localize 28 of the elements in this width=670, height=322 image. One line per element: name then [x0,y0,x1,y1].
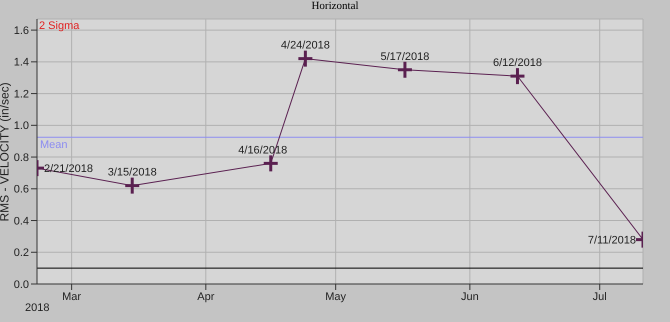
point [264,155,278,172]
annotation: 2 Sigma [39,20,80,32]
y-tick-label: 0.6 [14,184,29,196]
x-tick-label: Jul [592,290,607,303]
x-tick-label: May [325,290,347,303]
data-label: 3/15/2018 [108,166,157,179]
text: 2018 [25,302,50,314]
x-tick-label: Mar [62,290,82,303]
data-label: 7/11/2018 [588,234,636,247]
y-tick-label: 1.0 [14,120,29,132]
y-tick-label: 0.0 [14,278,29,291]
y-axis-title: RMS - VELOCITY (in/sec) [0,82,12,222]
y-tick-label: 1.6 [14,25,29,38]
y-tick-label: 0.4 [14,215,29,228]
data-label: 6/12/2018 [493,57,542,70]
point [298,50,312,67]
y-tick-label: 1.2 [14,88,29,100]
x-tick-label: Apr [197,290,215,303]
data-label: 2/21/2018 [44,163,93,176]
data-label: 5/17/2018 [380,50,430,63]
y-tick-label: 1.4 [14,56,29,69]
ref-line-label: Mean [40,139,68,152]
y-tick-label: 0.8 [14,152,29,164]
y-tick-label: 0.2 [14,247,29,260]
x-tick-label: Jun [460,290,479,303]
point [398,62,412,78]
data-label: 4/24/2018 [280,40,330,52]
chart-title: Horizontal [310,0,360,12]
